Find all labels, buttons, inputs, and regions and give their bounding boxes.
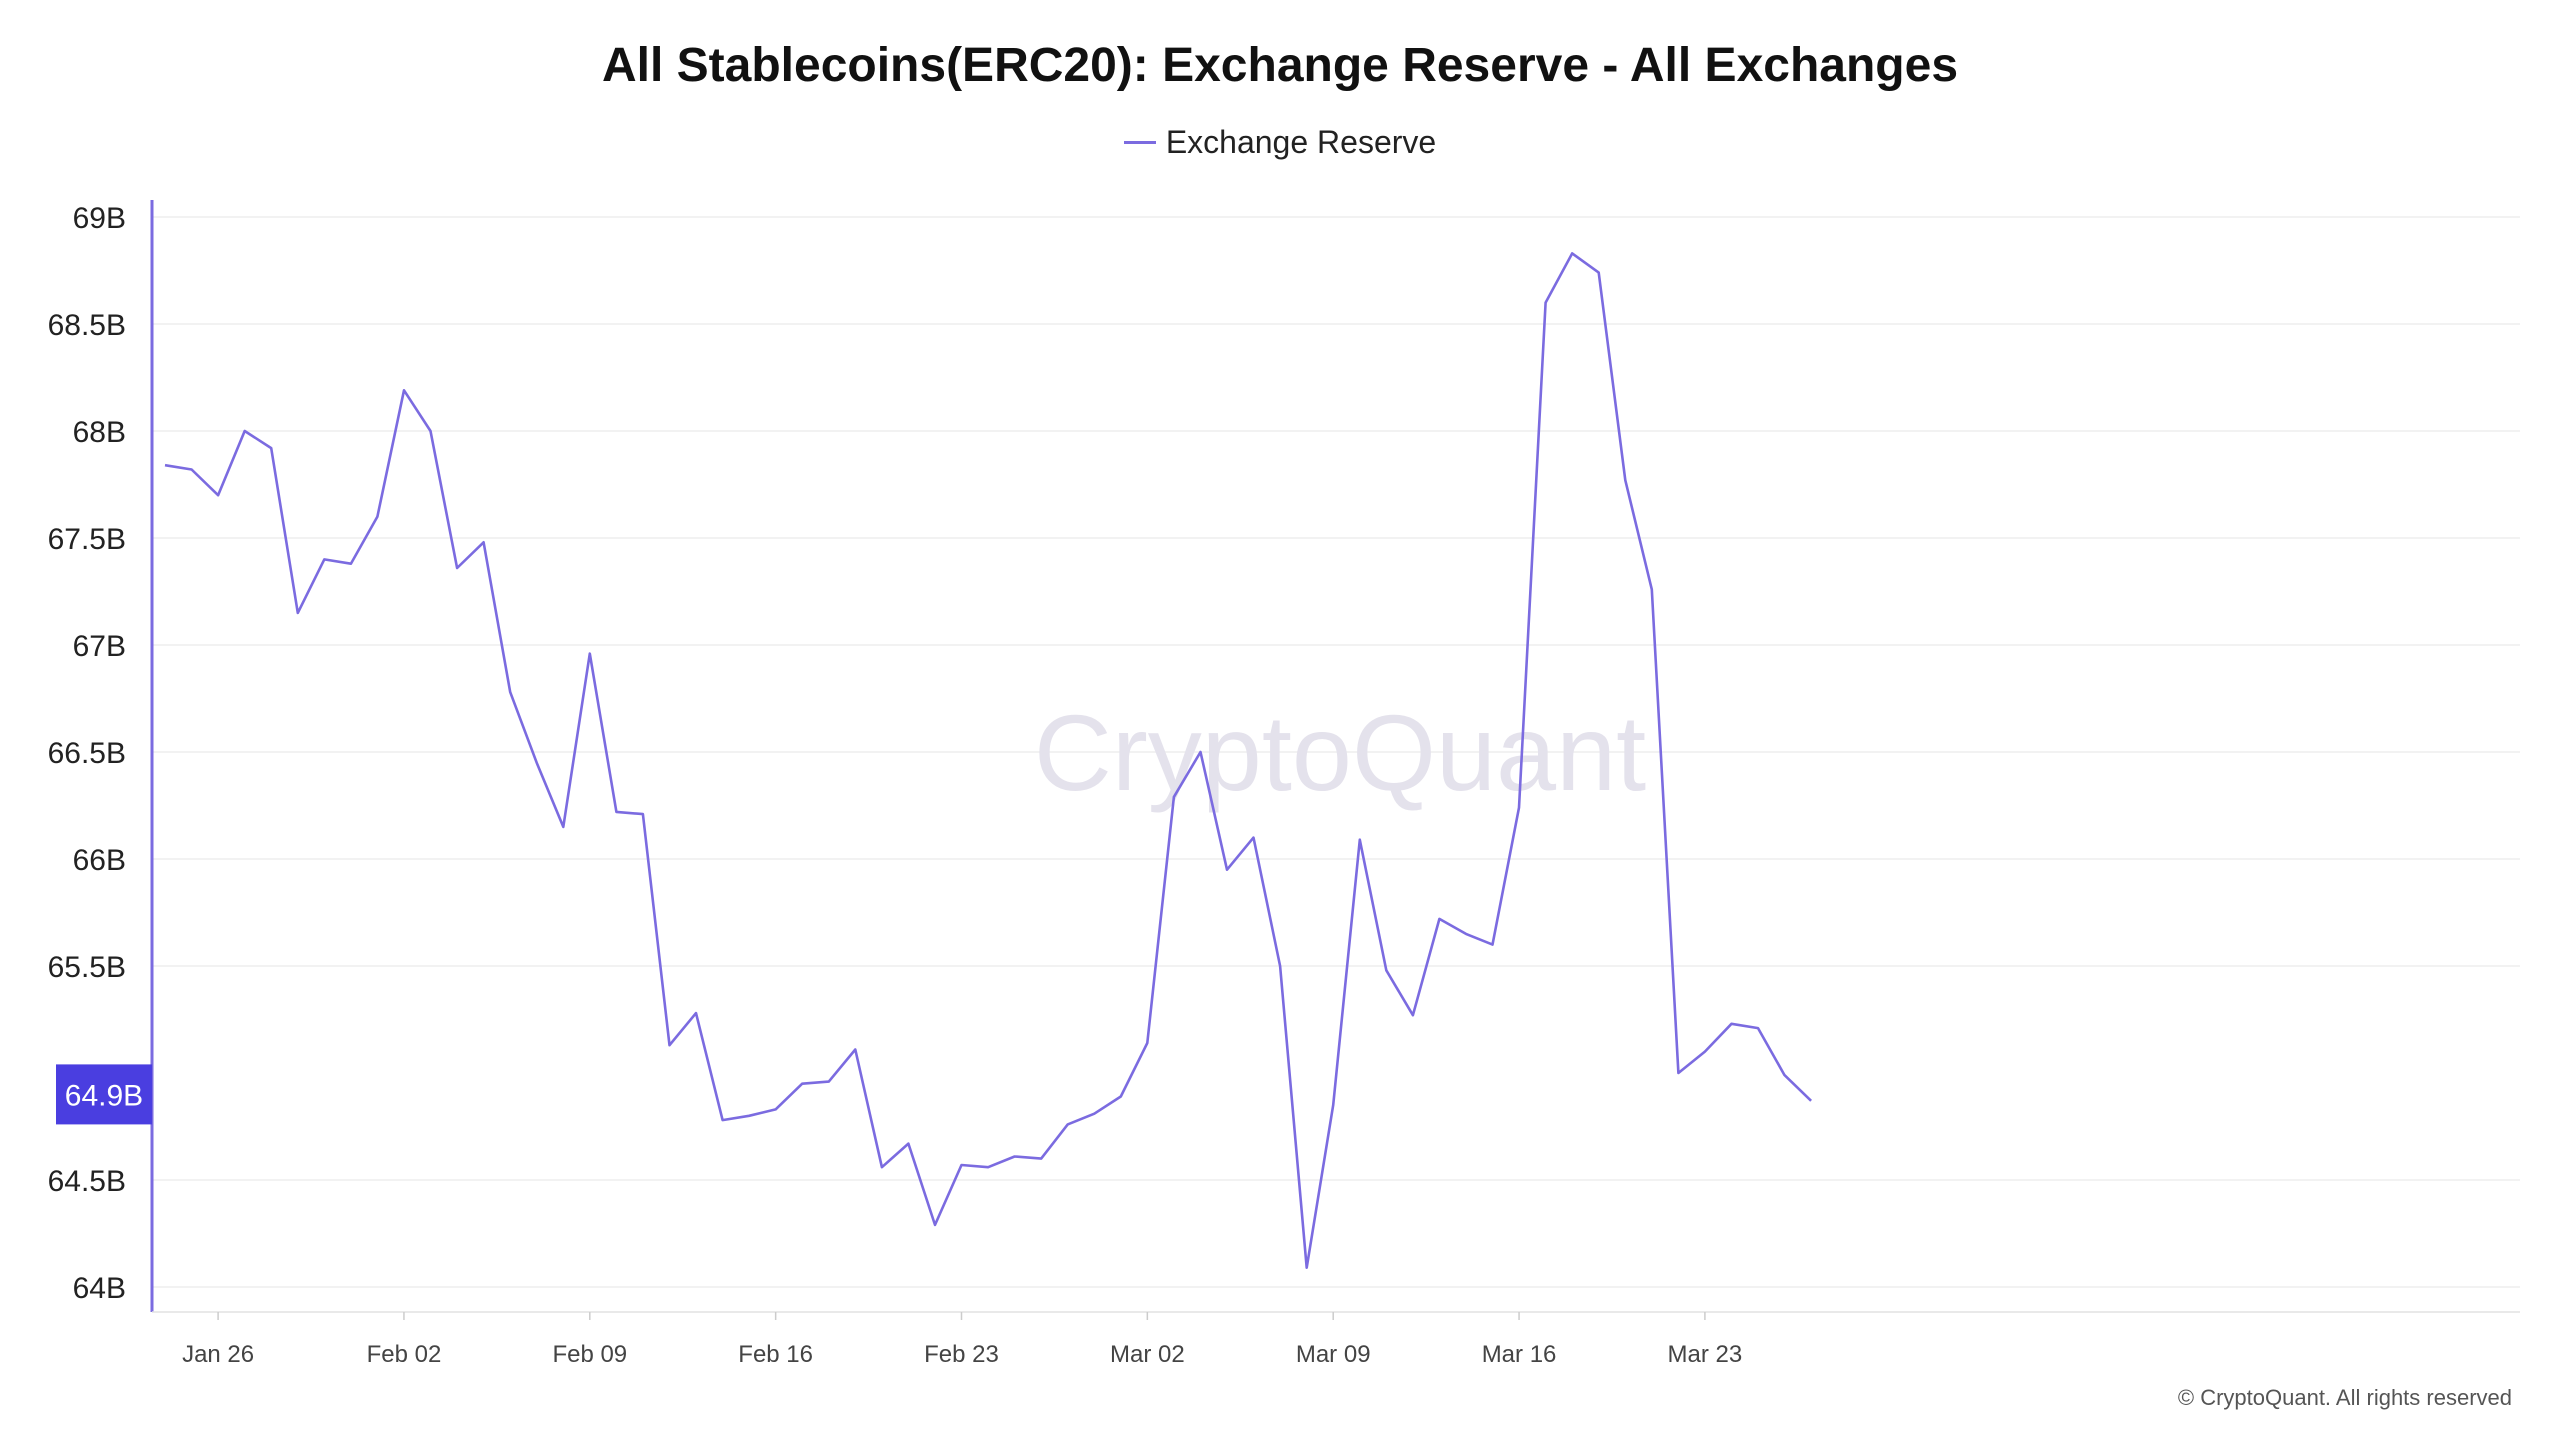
legend-label: Exchange Reserve xyxy=(1165,124,1437,160)
x-tick-label: Mar 02 xyxy=(1110,1341,1185,1368)
gridlines xyxy=(152,216,2520,1288)
y-tick-label: 67B xyxy=(73,630,126,663)
y-tick-label: 65.5B xyxy=(48,951,126,984)
axes xyxy=(150,200,2520,1313)
x-axis-ticks: Jan 26 Feb 02 Feb 09 Feb 16 Feb 23 Mar 02 Mar … xyxy=(182,1312,1742,1368)
y-tick-label: 68.5B xyxy=(48,309,126,342)
x-tick-label: Mar 23 xyxy=(1668,1341,1743,1368)
y-tick-label: 64.5B xyxy=(48,1165,126,1198)
watermark-text: CryptoQuant xyxy=(1034,692,1646,813)
x-tick-label: Feb 23 xyxy=(924,1341,999,1368)
legend-swatch xyxy=(1123,141,1156,145)
y-tick-label: 68B xyxy=(73,416,126,449)
current-value-badge-bg xyxy=(56,1064,152,1125)
series-line-exchange-reserve[interactable] xyxy=(164,252,1813,1269)
x-tick-label: Mar 09 xyxy=(1296,1341,1371,1368)
x-tick-label: Jan 26 xyxy=(182,1341,254,1368)
copyright-footer: © CryptoQuant. All rights reserved xyxy=(2177,1385,2512,1410)
current-value-badge: 64.9B xyxy=(56,1064,152,1125)
y-tick-label: 69B xyxy=(73,202,126,235)
y-axis-ticks: 69B 68.5B 68B 67.5B 67B 66.5B 66B 65.5B 64.5B 64B xyxy=(48,202,126,1305)
x-tick-label: Feb 16 xyxy=(738,1341,813,1368)
legend[interactable]: Exchange Reserve xyxy=(0,124,2560,161)
y-tick-label: 66.5B xyxy=(48,737,126,770)
y-tick-label: 67.5B xyxy=(48,523,126,556)
x-tick-label: Feb 09 xyxy=(552,1341,627,1368)
y-tick-label: 66B xyxy=(73,844,126,877)
x-tick-label: Mar 16 xyxy=(1482,1341,1557,1368)
y-tick-label: 64B xyxy=(73,1272,126,1305)
x-tick-label: Feb 02 xyxy=(367,1341,442,1368)
current-value-label: 64.9B xyxy=(65,1079,143,1112)
chart-title: All Stablecoins(ERC20): Exchange Reserve… xyxy=(601,39,1959,92)
